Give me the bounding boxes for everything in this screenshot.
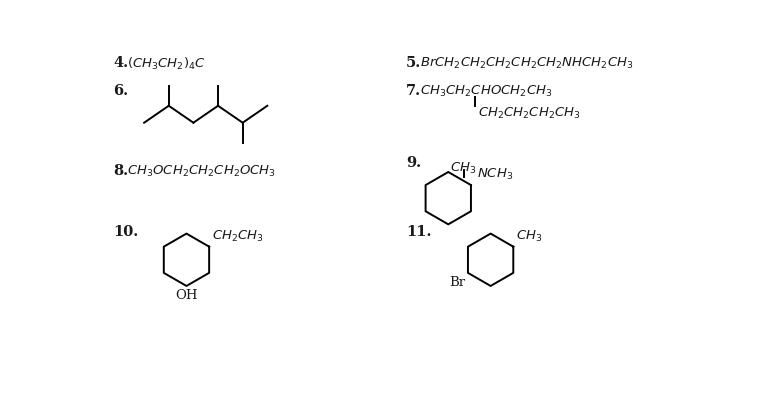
Text: $(CH_3CH_2)_4C$: $(CH_3CH_2)_4C$ bbox=[127, 56, 206, 72]
Text: $CH_2CH_3$: $CH_2CH_3$ bbox=[212, 228, 264, 244]
Text: $BrCH_2CH_2CH_2CH_2CH_2NHCH_2CH_3$: $BrCH_2CH_2CH_2CH_2CH_2NHCH_2CH_3$ bbox=[420, 56, 634, 71]
Text: 6.: 6. bbox=[114, 84, 128, 98]
Text: $CH_3OCH_2CH_2CH_2OCH_3$: $CH_3OCH_2CH_2CH_2OCH_3$ bbox=[127, 164, 276, 178]
Text: 11.: 11. bbox=[406, 225, 432, 239]
Text: 5.: 5. bbox=[406, 56, 421, 70]
Text: $NCH_3$: $NCH_3$ bbox=[477, 167, 513, 182]
Text: 4.: 4. bbox=[114, 56, 128, 70]
Text: 10.: 10. bbox=[114, 225, 138, 239]
Text: 9.: 9. bbox=[406, 156, 421, 170]
Text: 8.: 8. bbox=[114, 164, 128, 178]
Text: $CH_3$: $CH_3$ bbox=[516, 228, 543, 244]
Text: OH: OH bbox=[175, 289, 197, 302]
Text: $CH_2CH_2CH_2CH_3$: $CH_2CH_2CH_2CH_3$ bbox=[478, 106, 581, 121]
Text: $CH_3CH_2CHOCH_2CH_3$: $CH_3CH_2CHOCH_2CH_3$ bbox=[420, 84, 552, 99]
Text: Br: Br bbox=[449, 276, 465, 289]
Text: $CH_3$: $CH_3$ bbox=[451, 161, 477, 176]
Text: 7.: 7. bbox=[406, 84, 421, 98]
